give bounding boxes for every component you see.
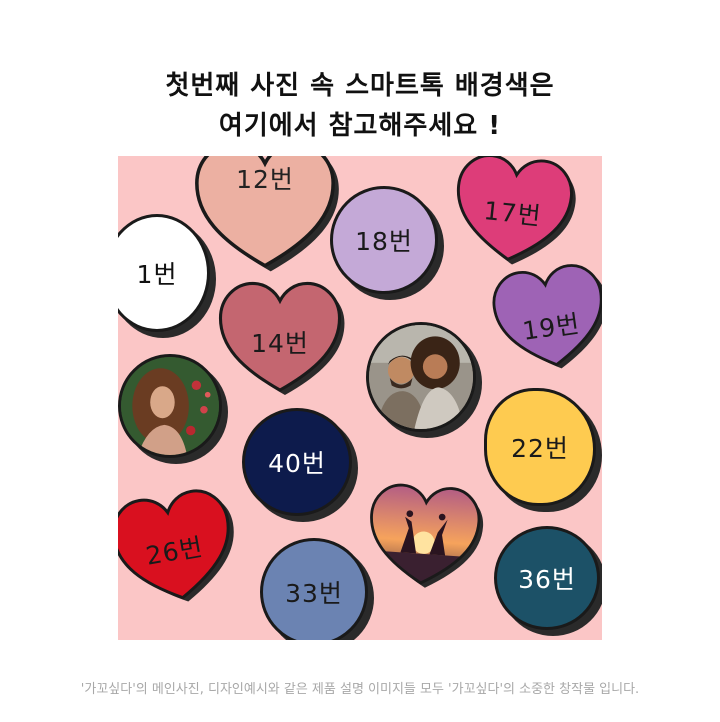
swatch-14-label: 14번 xyxy=(251,329,309,358)
swatch-1-circle: 1번 xyxy=(118,214,210,332)
swatch-40-label: 40번 xyxy=(268,449,326,478)
swatch-22-circle: 22번 xyxy=(484,388,596,506)
photo-circle-couple xyxy=(366,322,476,432)
swatch-36-label: 36번 xyxy=(518,565,576,594)
swatch-40-circle: 40번 xyxy=(242,408,352,516)
swatch-33-circle: 33번 xyxy=(260,538,368,640)
copyright-footer: '가꼬싶다'의 메인사진, 디자인예시와 같은 제품 설명 이미지들 모두 '가… xyxy=(80,682,640,697)
couple-photo-illustration xyxy=(369,325,473,429)
swatch-14-heart: 14번 xyxy=(218,278,345,398)
swatch-19-heart: 19번 xyxy=(486,253,602,383)
woman-photo-illustration xyxy=(121,357,219,455)
swatch-17-heart: 17번 xyxy=(448,156,577,272)
swatch-1-label: 1번 xyxy=(136,260,178,289)
headline: 첫번째 사진 속 스마트톡 배경색은 여기에서 참고해주세요 ! xyxy=(0,66,720,146)
swatch-18-label: 18번 xyxy=(355,227,413,256)
swatch-26-heart: 26번 xyxy=(118,477,244,620)
headline-line-2: 여기에서 참고해주세요 ! xyxy=(218,111,502,141)
sunset-photo-illustration xyxy=(367,483,484,588)
photo-circle-woman xyxy=(118,354,222,458)
swatch-12-label: 12번 xyxy=(236,165,294,194)
headline-line-1: 첫번째 사진 속 스마트톡 배경색은 xyxy=(165,71,555,101)
swatch-33-label: 33번 xyxy=(285,579,343,608)
photo-heart-sunset xyxy=(364,476,484,596)
swatch-36-circle: 36번 xyxy=(494,526,600,630)
color-swatch-board: 12번 17번 18번 1번 19번 14번 xyxy=(118,156,602,640)
swatch-12-heart: 12번 xyxy=(194,156,339,272)
swatch-18-circle: 18번 xyxy=(330,186,438,294)
swatch-22-label: 22번 xyxy=(511,434,569,463)
